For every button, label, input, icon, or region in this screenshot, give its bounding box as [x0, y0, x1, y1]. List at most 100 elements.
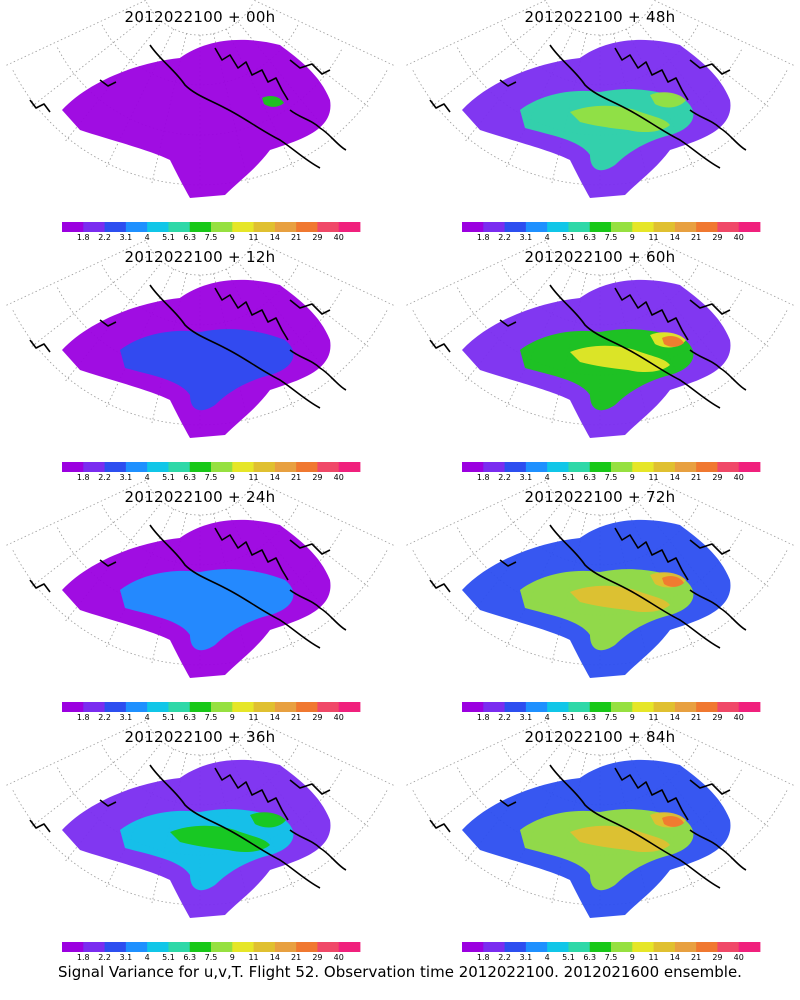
legend-tick-label: 11: [648, 713, 658, 720]
legend-color-swatch: [738, 942, 761, 952]
legend-tick-label: 11: [248, 713, 258, 720]
legend-color-swatch: [547, 462, 569, 472]
forecast-panel: 2012022100 + 60h 1.8 2.2 3.1 4 5.1 6.3 7.5 9 11 14…: [400, 240, 800, 480]
legend-color-swatch: [632, 462, 654, 472]
legend-tick-label: 14: [670, 473, 680, 480]
panel-title: 2012022100 + 12h: [124, 248, 276, 266]
legend-color-swatch: [83, 462, 105, 472]
variance-region: [662, 335, 684, 347]
variance-map: [404, 480, 796, 678]
panel-title: 2012022100 + 60h: [524, 248, 676, 266]
legend-tick-label: 40: [334, 473, 344, 480]
legend-color-swatch: [296, 462, 318, 472]
legend-tick-label: 40: [334, 713, 344, 720]
longitude-line: [4, 480, 146, 547]
legend-tick-label: 1.8: [477, 473, 490, 480]
longitude-line: [654, 480, 796, 547]
legend-color-swatch: [525, 462, 548, 472]
legend-color-swatch: [147, 462, 169, 472]
legend-color-swatch: [253, 942, 276, 952]
legend-color-swatch: [674, 942, 697, 952]
legend-color-swatch: [589, 222, 612, 232]
legend-color-swatch: [568, 222, 591, 232]
panel-title: 2012022100 + 84h: [524, 728, 676, 746]
legend-tick-label: 7.5: [205, 713, 218, 720]
legend-color-swatch: [83, 942, 105, 952]
legend-color-swatch: [104, 702, 127, 712]
legend-color-swatch: [62, 702, 84, 712]
forecast-panel: 2012022100 + 24h 1.8 2.2 3.1 4 5.1 6.3 7.5 9 11 14…: [0, 480, 400, 720]
forecast-panel: 2012022100 + 72h 1.8 2.2 3.1 4 5.1 6.3 7.5 9 11 14…: [400, 480, 800, 720]
legend-color-swatch: [189, 702, 212, 712]
legend-tick-label: 6.3: [583, 233, 596, 240]
legend-tick-label: 4: [145, 953, 150, 960]
longitude-line: [430, 731, 553, 828]
legend-tick-label: 2.2: [98, 713, 111, 720]
legend-color-swatch: [189, 222, 212, 232]
legend-tick-label: 5.1: [562, 473, 575, 480]
legend-tick-label: 4: [545, 953, 550, 960]
legend-tick-label: 9: [230, 713, 235, 720]
legend-color-swatch: [274, 942, 297, 952]
legend-color-swatch: [462, 702, 484, 712]
longitude-line: [4, 720, 146, 787]
legend-tick-label: 4: [145, 233, 150, 240]
longitude-line: [247, 491, 370, 588]
variance-region: [520, 89, 694, 171]
legend-color-swatch: [317, 942, 340, 952]
legend-tick-label: 14: [270, 233, 280, 240]
legend-color-swatch: [674, 462, 697, 472]
panel-title: 2012022100 + 36h: [124, 728, 276, 746]
forecast-panel: 2012022100 + 00h 1.8 2.2 3.1 4 5.1 6.3 7.5 9 11 14…: [0, 0, 400, 240]
legend-color-swatch: [653, 222, 676, 232]
legend-tick-label: 5.1: [162, 953, 175, 960]
legend-color-swatch: [568, 942, 591, 952]
legend-color-swatch: [462, 222, 484, 232]
legend-color-swatch: [653, 702, 676, 712]
legend-tick-label: 1.8: [477, 713, 490, 720]
variance-region: [250, 812, 286, 828]
forecast-panel: 2012022100 + 12h 1.8 2.2 3.1 4 5.1 6.3 7.5 9 11 14…: [0, 240, 400, 480]
legend-color-swatch: [147, 222, 169, 232]
legend-tick-label: 2.2: [98, 233, 111, 240]
legend-color-swatch: [632, 942, 654, 952]
legend-tick-label: 1.8: [477, 953, 490, 960]
legend-tick-label: 21: [291, 953, 301, 960]
legend-color-swatch: [125, 222, 148, 232]
legend-color-swatch: [168, 222, 191, 232]
longitude-line: [404, 240, 546, 307]
coastline: [429, 524, 747, 649]
legend-tick-label: 14: [670, 713, 680, 720]
legend-color-swatch: [611, 702, 633, 712]
legend-tick-label: 4: [545, 473, 550, 480]
latitude-line: [12, 70, 388, 186]
legend-color-swatch: [104, 942, 127, 952]
legend-tick-label: 9: [630, 713, 635, 720]
legend-tick-label: 11: [648, 233, 658, 240]
legend-color-swatch: [147, 942, 169, 952]
variance-map: [404, 0, 796, 198]
forecast-panel: 2012022100 + 48h 1.8 2.2 3.1 4 5.1 6.3 7.5 9 11 14…: [400, 0, 800, 240]
longitude-line: [4, 0, 146, 67]
legend-tick-label: 7.5: [605, 233, 618, 240]
latitude-line: [12, 790, 388, 906]
variance-region: [170, 825, 270, 853]
variance-region: [570, 585, 670, 613]
legend-color-swatch: [317, 462, 340, 472]
legend-color-swatch: [674, 222, 697, 232]
color-scale-legend: 1.8 2.2 3.1 4 5.1 6.3 7.5 9 11 14 21 29 40: [462, 702, 761, 720]
legend-color-swatch: [525, 702, 548, 712]
legend-color-swatch: [653, 942, 676, 952]
legend-color-swatch: [696, 702, 718, 712]
legend-tick-label: 40: [734, 473, 744, 480]
legend-color-swatch: [462, 462, 484, 472]
legend-tick-label: 3.1: [119, 233, 132, 240]
legend-tick-label: 9: [230, 953, 235, 960]
latitude-line: [12, 310, 388, 426]
legend-tick-label: 11: [648, 473, 658, 480]
latitude-line: [412, 790, 788, 906]
legend-tick-label: 21: [291, 473, 301, 480]
longitude-line: [247, 251, 370, 348]
legend-tick-label: 5.1: [162, 473, 175, 480]
legend-tick-label: 21: [691, 473, 701, 480]
